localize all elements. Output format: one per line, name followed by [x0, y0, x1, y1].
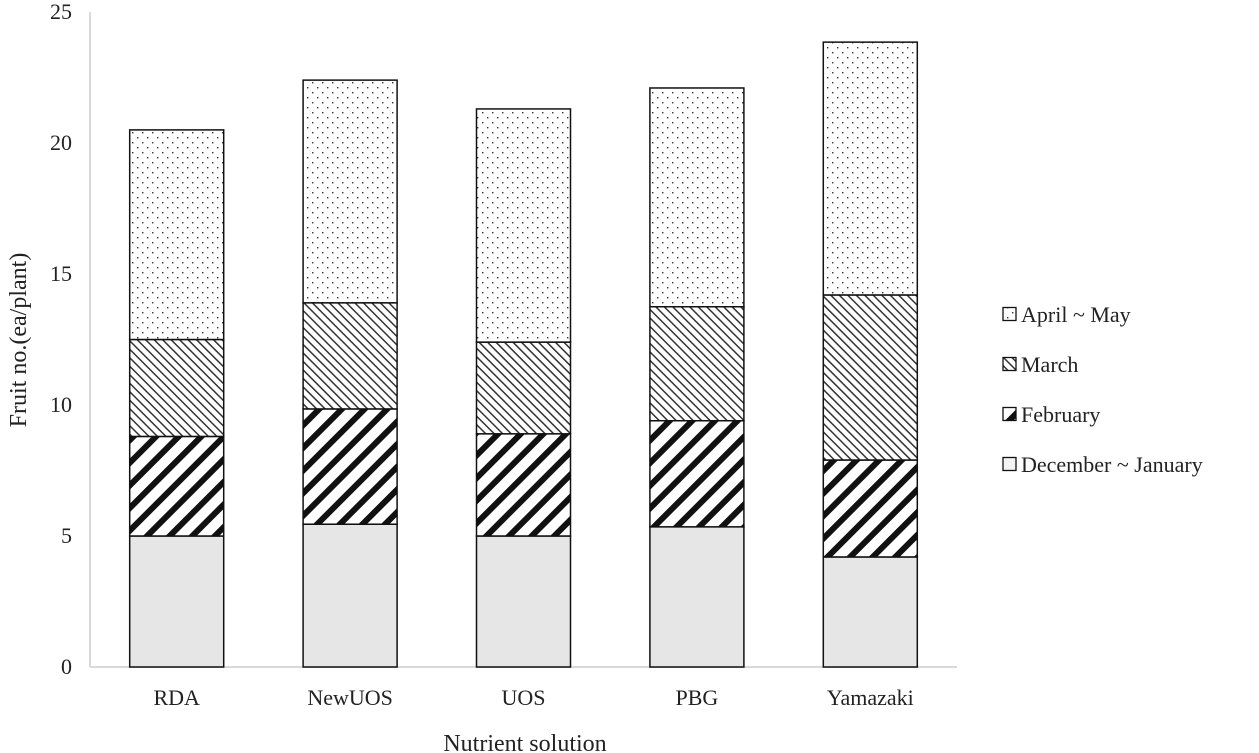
bar-segment [475, 341, 572, 435]
y-tick-label: 25 [50, 0, 72, 24]
bars [128, 41, 919, 668]
legend-label: March [1021, 352, 1078, 377]
bar-stack-uos [475, 108, 572, 668]
x-axis-title: Nutrient solution [443, 731, 606, 753]
bar-stack-newuos [302, 79, 398, 668]
bar-segment [302, 302, 398, 410]
bar-segment [302, 408, 398, 525]
legend-label: April ~ May [1021, 302, 1131, 327]
x-tick-label: NewUOS [307, 685, 393, 710]
bar-segment [128, 535, 225, 668]
x-axis-categories: RDA NewUOS UOS PBG Yamazaki [153, 685, 913, 710]
y-tick-label: 0 [61, 654, 72, 679]
legend-label: December ~ January [1021, 452, 1203, 477]
legend-item: April ~ May [1002, 302, 1131, 327]
bar-segment [475, 433, 572, 537]
x-tick-label: UOS [501, 685, 545, 710]
bar-stack-pbg [649, 87, 745, 668]
x-tick-label: Yamazaki [827, 685, 914, 710]
bar-stack-yamazaki [822, 41, 919, 668]
bar-segment [128, 129, 225, 341]
legend-item: December ~ January [1002, 452, 1203, 477]
y-axis-title: Fruit no.(ea/plant) [6, 253, 32, 428]
bar-segment [128, 338, 225, 438]
bar-stack-rda [128, 129, 225, 668]
bar-segment [822, 294, 919, 461]
bar-segment [822, 556, 919, 668]
legend-swatch [1002, 306, 1017, 322]
y-tick-label: 20 [50, 130, 72, 155]
plot-area: 0 5 10 15 20 25 RDA NewUOS UOS PBG Yamazaki [50, 0, 957, 710]
legend-item: March [1002, 352, 1078, 377]
bar-segment [475, 535, 572, 668]
bar-segment [302, 523, 398, 668]
y-tick-label: 15 [50, 261, 72, 286]
legend: April ~ May March February December ~ Janua… [1002, 302, 1203, 477]
bar-segment [822, 41, 919, 296]
legend-swatch [1002, 406, 1017, 422]
legend-swatch [1002, 356, 1017, 372]
bar-segment [475, 108, 572, 343]
legend-label: February [1021, 402, 1100, 427]
bar-segment [649, 306, 745, 422]
x-tick-label: RDA [153, 685, 200, 710]
bar-segment [649, 526, 745, 668]
y-tick-label: 10 [50, 392, 72, 417]
y-axis-ticks: 0 5 10 15 20 25 [50, 0, 72, 679]
bar-segment [649, 87, 745, 308]
bar-segment [649, 419, 745, 528]
x-tick-label: PBG [676, 685, 719, 710]
bar-segment [822, 459, 919, 558]
bar-segment [128, 435, 225, 537]
legend-item: February [1002, 402, 1100, 427]
legend-swatch [1002, 456, 1017, 472]
bar-segment [302, 79, 398, 304]
y-tick-label: 5 [61, 523, 72, 548]
